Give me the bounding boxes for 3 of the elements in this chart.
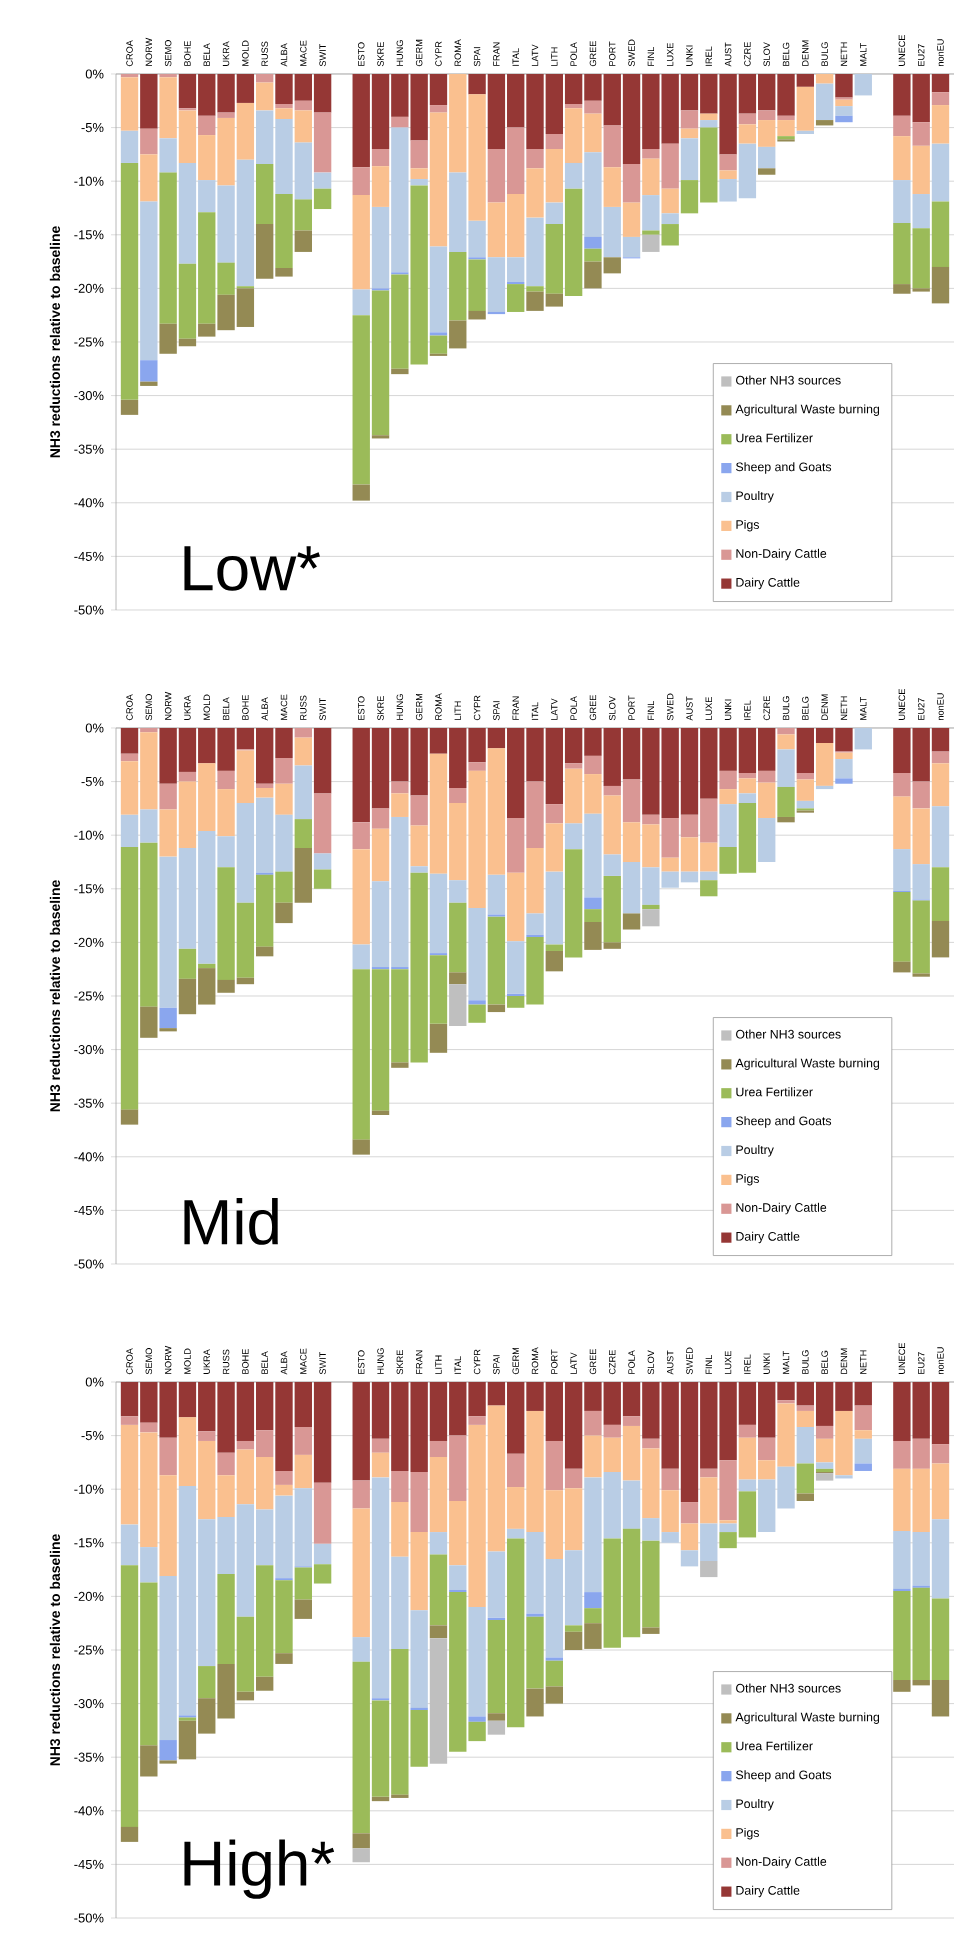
text: Mid (184, 1198, 278, 1245)
text: Low* (184, 546, 320, 591)
text: High* (184, 1839, 335, 1899)
